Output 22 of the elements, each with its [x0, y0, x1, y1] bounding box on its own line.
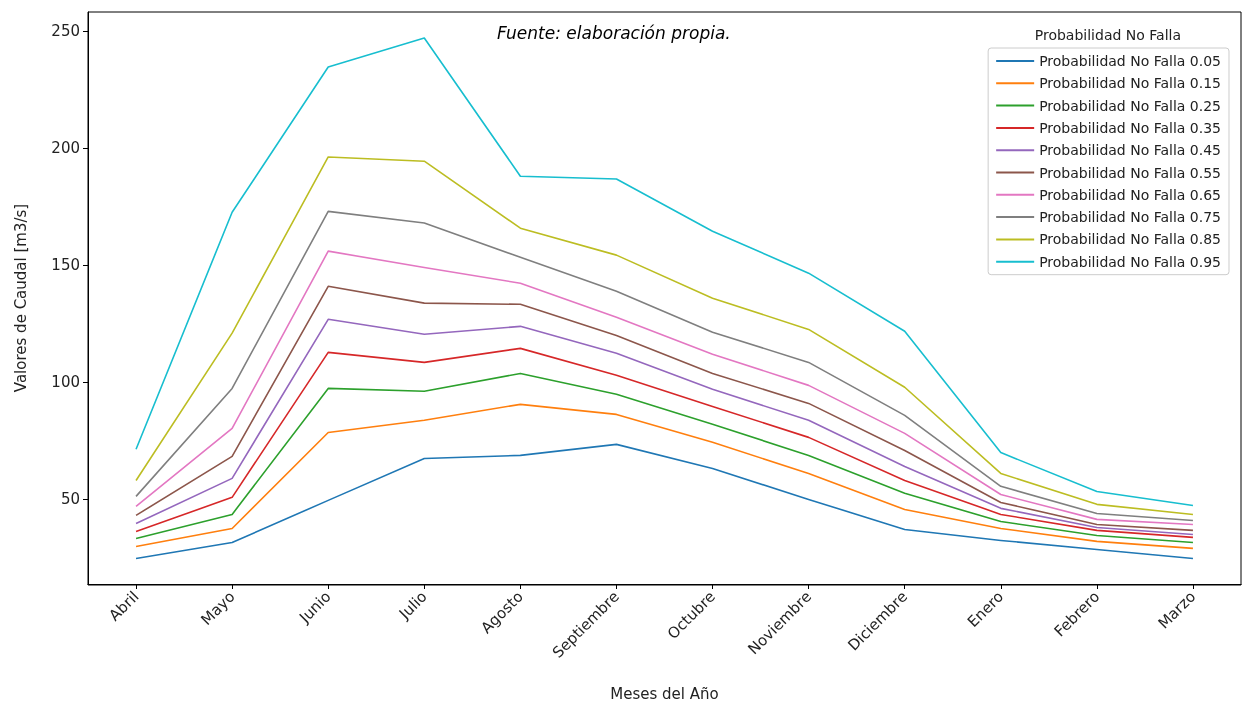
legend-label: Probabilidad No Falla 0.15 — [1039, 75, 1222, 92]
legend-label: Probabilidad No Falla 0.95 — [1039, 253, 1222, 270]
line-series — [135, 372, 1194, 544]
legend-label: Probabilidad No Falla 0.85 — [1039, 231, 1222, 248]
y-tick-label: 250 — [51, 21, 80, 40]
annotation: Fuente: elaboración propia. — [497, 22, 731, 43]
line-series — [135, 443, 1194, 560]
legend-label: Probabilidad No Falla 0.55 — [1039, 164, 1222, 181]
x-axis-title: Meses del Año — [610, 684, 719, 703]
legend-label: Probabilidad No Falla 0.05 — [1039, 53, 1222, 69]
legend-label: Probabilidad No Falla 0.35 — [1039, 119, 1222, 136]
legend-label: Probabilidad No Falla 0.75 — [1039, 209, 1222, 226]
legend-label: Probabilidad No Falla 0.65 — [1039, 186, 1222, 203]
legend-label: Probabilidad No Falla 0.25 — [1039, 97, 1222, 114]
y-axis-title: Valores de Caudal [m3/s] — [11, 203, 30, 393]
y-tick-label: 50 — [60, 490, 80, 509]
y-tick-label: 200 — [51, 139, 80, 158]
y-tick-label: 100 — [51, 373, 80, 392]
y-tick-label: 150 — [51, 256, 80, 275]
legend-label: Probabilidad No Falla 0.45 — [1039, 142, 1222, 159]
line-series — [135, 403, 1194, 550]
legend-title: Probabilidad No Falla — [1034, 27, 1182, 43]
